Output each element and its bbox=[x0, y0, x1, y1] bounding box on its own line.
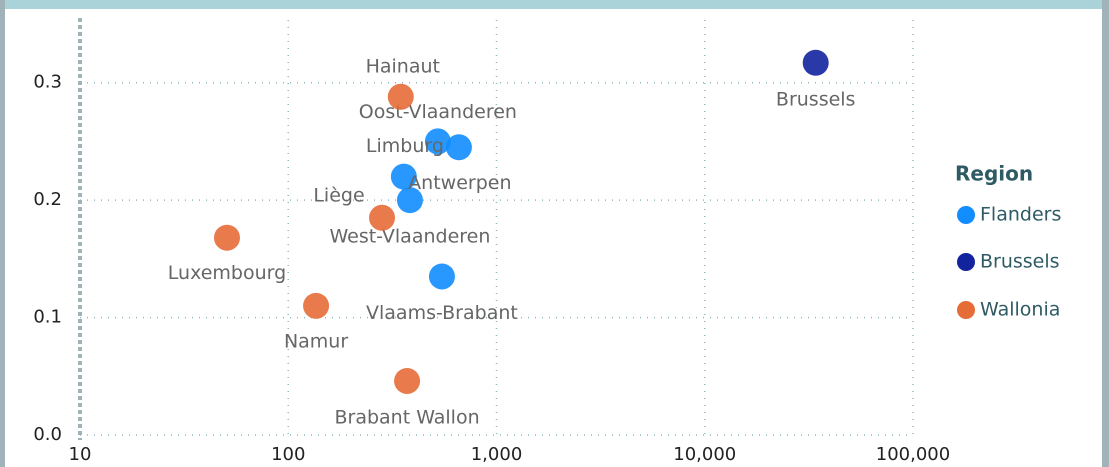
data-point bbox=[303, 292, 330, 319]
right-border bbox=[1102, 0, 1109, 467]
data-point bbox=[394, 367, 421, 394]
legend-label: Brussels bbox=[980, 251, 1060, 273]
point-label: Antwerpen bbox=[408, 172, 511, 194]
point-label: Limburg bbox=[366, 135, 444, 157]
point-label: West-Vlaanderen bbox=[329, 226, 490, 248]
x-tick-label: 10 bbox=[69, 444, 92, 465]
point-label: Brabant Wallon bbox=[334, 406, 479, 428]
x-tick-label: 10,000 bbox=[673, 444, 736, 465]
data-point bbox=[390, 163, 417, 190]
point-label: Oost-Vlaanderen bbox=[359, 101, 517, 123]
data-point bbox=[387, 83, 414, 110]
point-label: Hainaut bbox=[366, 55, 440, 77]
top-border bbox=[0, 0, 1109, 9]
legend-marker bbox=[957, 206, 975, 224]
y-tick-label: 0.0 bbox=[33, 424, 62, 445]
point-label: Namur bbox=[284, 330, 348, 352]
legend-label: Flanders bbox=[980, 204, 1061, 226]
y-tick-label: 0.1 bbox=[33, 307, 62, 328]
y-tick-label: 0.2 bbox=[33, 189, 62, 210]
point-label: Vlaams-Brabant bbox=[366, 302, 518, 324]
x-tick-label: 1,000 bbox=[471, 444, 523, 465]
data-point bbox=[802, 49, 829, 76]
x-tick-label: 100,000 bbox=[876, 444, 950, 465]
data-point bbox=[445, 134, 472, 161]
legend-title: Region bbox=[955, 162, 1033, 186]
data-point bbox=[213, 224, 240, 251]
point-label: Brussels bbox=[776, 88, 856, 110]
left-border bbox=[0, 0, 5, 467]
legend-label: Wallonia bbox=[980, 299, 1060, 321]
y-tick-label: 0.3 bbox=[33, 72, 62, 93]
legend-marker bbox=[957, 253, 975, 271]
point-label: Liège bbox=[313, 184, 364, 206]
x-tick-label: 100 bbox=[271, 444, 305, 465]
point-label: Luxembourg bbox=[168, 262, 286, 284]
legend-marker bbox=[957, 301, 975, 319]
data-point bbox=[396, 187, 423, 214]
data-point bbox=[424, 128, 451, 155]
data-point bbox=[369, 204, 396, 231]
data-point bbox=[428, 263, 455, 290]
